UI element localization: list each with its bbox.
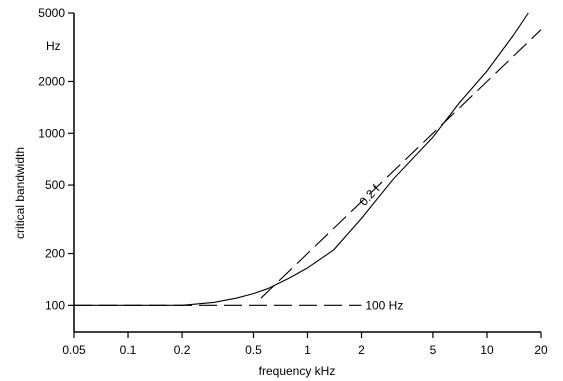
x-tick-label: 10: [480, 343, 494, 357]
x-tick-label: 2: [358, 343, 365, 357]
axes: [73, 13, 541, 333]
x-tick-label: 0.05: [62, 343, 86, 357]
x-tick-label: 5: [430, 343, 437, 357]
series-line-2: [260, 29, 542, 299]
series-line-1: [74, 12, 529, 306]
y-tick-label: 200: [45, 247, 65, 261]
y-tick-label: 1000: [38, 126, 65, 140]
y-axis-ticks: 100 200 500 1000 2000 5000: [38, 6, 74, 312]
x-axis-label: frequency kHz: [259, 364, 336, 378]
x-tick-label: 1: [304, 343, 311, 357]
x-tick-label: 20: [534, 343, 548, 357]
x-tick-label: 0.2: [174, 343, 191, 357]
series-lines: [74, 12, 542, 306]
y-axis-label: critical bandwidth: [13, 147, 27, 239]
x-axis-ticks: 0.05 0.1 0.2 0.5 1 2 5 10 20: [62, 332, 548, 357]
y-tick-label: 5000: [38, 6, 65, 20]
x-tick-label: 0.1: [120, 343, 137, 357]
y-tick-label: 2000: [38, 74, 65, 88]
y-tick-label: 500: [45, 178, 65, 192]
x-tick-label: 0.5: [245, 343, 262, 357]
y-tick-label: 100: [45, 298, 65, 312]
annotation-2: 100 Hz: [365, 298, 403, 312]
y-axis-unit: Hz: [46, 39, 61, 53]
